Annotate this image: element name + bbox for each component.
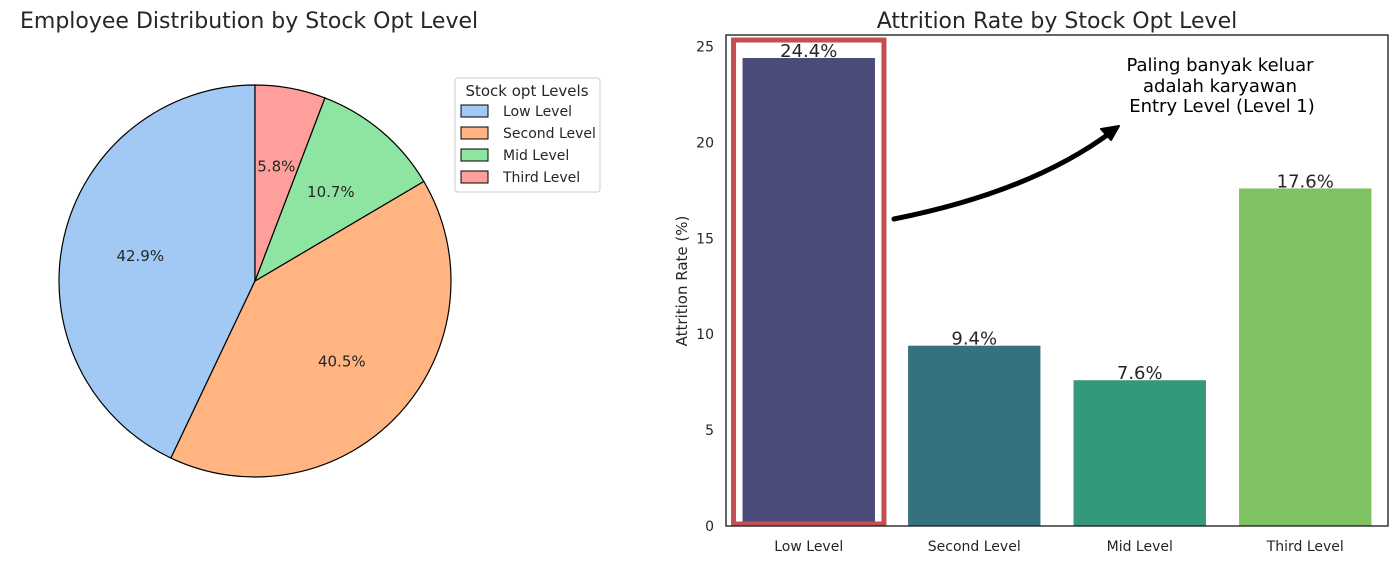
x-tick-label: Second Level [928, 539, 1021, 555]
pie-slice-low-level [58, 84, 256, 459]
pie-slices [58, 84, 452, 478]
highlight-box [731, 37, 887, 527]
legend-items: Low Level Second Level Mid Level Third Leve… [460, 104, 596, 186]
legend-label: Second Level [503, 126, 596, 142]
bar-value-label: 9.4% [951, 329, 997, 350]
y-tick-label: 20 [696, 135, 714, 151]
legend-swatch [460, 126, 489, 140]
x-tick-label: Third Level [1266, 539, 1344, 555]
bar-chart: Attrition Rate by Stock Opt Level Attrit… [673, 9, 1389, 555]
bar-mid-level [1073, 380, 1206, 526]
bar-value-label: 17.6% [1277, 171, 1334, 192]
x-tick-label: Low Level [774, 539, 843, 555]
y-tick-label: 25 [696, 40, 714, 56]
annotation-line-2: adalah karyawan [1143, 76, 1297, 97]
legend-title: Stock opt Levels [465, 82, 588, 100]
annotation-arrow [891, 130, 1113, 222]
bar-value-labels: 24.4% 9.4% 7.6% 17.6% [780, 41, 1334, 384]
pie-value-label: 42.9% [116, 247, 164, 265]
legend-swatch [460, 104, 489, 118]
y-axis-label: Attrition Rate (%) [673, 216, 691, 347]
plot-frame [725, 34, 1389, 527]
pie-value-label: 5.8% [257, 157, 295, 175]
bar-third-level [1239, 188, 1372, 526]
annotation-line-3: Entry Level (Level 1) [1129, 96, 1315, 117]
pie-slice-mid-level [253, 97, 425, 283]
pie-chart: Employee Distribution by Stock Opt Level… [20, 9, 601, 478]
y-tick-label: 15 [696, 231, 714, 247]
bar-title: Attrition Rate by Stock Opt Level [877, 9, 1237, 34]
pie-value-label: 10.7% [307, 183, 355, 201]
pie-slice-second-level [170, 180, 452, 478]
legend-frame [454, 77, 601, 193]
legend-label: Low Level [503, 104, 572, 120]
y-tick-label: 10 [696, 327, 714, 343]
legend-swatch [460, 170, 489, 184]
legend-label: Third Level [502, 170, 580, 186]
y-axis-ticks: 0 5 10 15 20 25 [696, 40, 714, 535]
y-tick-label: 0 [705, 519, 714, 535]
annotation-arrowhead [1100, 125, 1120, 141]
legend-swatch [460, 148, 489, 162]
x-tick-label: Mid Level [1107, 539, 1173, 555]
bars [742, 58, 1372, 526]
legend-label: Mid Level [503, 148, 569, 164]
bar-low-level [742, 58, 875, 526]
pie-value-label: 40.5% [318, 352, 366, 370]
pie-title: Employee Distribution by Stock Opt Level [20, 9, 478, 34]
pie-legend: Stock opt Levels Low Level Second Level Mi… [454, 77, 601, 193]
x-axis-ticks: Low Level Second Level Mid Level Third Leve… [774, 539, 1344, 555]
bar-value-label: 24.4% [780, 41, 837, 62]
y-tick-label: 5 [705, 423, 714, 439]
annotation-line-1: Paling banyak keluar [1126, 55, 1314, 76]
bar-second-level [908, 345, 1041, 526]
bar-value-label: 7.6% [1117, 363, 1163, 384]
pie-slice-third-level [254, 84, 326, 282]
annotation: Paling banyak keluar adalah karyawan Ent… [891, 55, 1315, 222]
pie-value-labels: 42.9% 40.5% 10.7% 5.8% [116, 157, 365, 370]
